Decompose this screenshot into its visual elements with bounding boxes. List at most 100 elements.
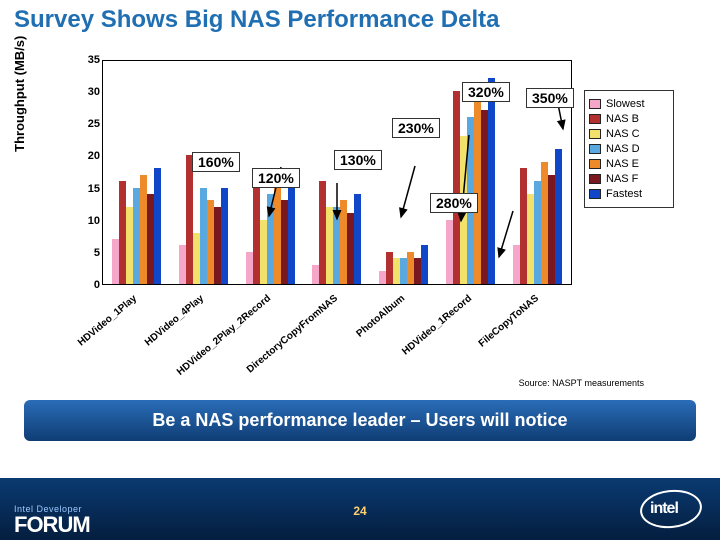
- y-tick: 20: [78, 150, 100, 162]
- callout-label: 130%: [334, 150, 382, 170]
- x-tick-label: HDVideo_1Play: [75, 293, 138, 348]
- x-axis-labels: HDVideo_1PlayHDVideo_4PlayHDVideo_2Play_…: [102, 285, 572, 375]
- legend-swatch-icon: [589, 114, 601, 124]
- bar: [414, 258, 421, 284]
- callout-label: 320%: [462, 82, 510, 102]
- legend-label: NAS D: [606, 143, 640, 155]
- bar-group: [179, 61, 228, 284]
- bar: [400, 258, 407, 284]
- bar: [281, 200, 288, 284]
- y-tick: 30: [78, 86, 100, 98]
- bar: [340, 200, 347, 284]
- bar: [267, 194, 274, 284]
- legend-swatch-icon: [589, 189, 601, 199]
- legend-swatch-icon: [589, 174, 601, 184]
- bar: [119, 181, 126, 284]
- bar: [312, 265, 319, 284]
- y-tick: 35: [78, 54, 100, 66]
- callout-label: 120%: [252, 168, 300, 188]
- callout-label: 230%: [392, 118, 440, 138]
- bar: [527, 194, 534, 284]
- bar: [386, 252, 393, 284]
- intel-logo-icon: intel: [640, 490, 702, 530]
- legend-label: NAS E: [606, 158, 639, 170]
- legend-label: Slowest: [606, 98, 645, 110]
- bar: [379, 271, 386, 284]
- bar: [453, 91, 460, 284]
- x-tick-label: FileCopyToNAS: [477, 293, 541, 350]
- bar: [354, 194, 361, 284]
- page-title: Survey Shows Big NAS Performance Delta: [14, 6, 499, 34]
- slide: Survey Shows Big NAS Performance Delta T…: [0, 0, 720, 540]
- legend-item: Slowest: [589, 98, 669, 110]
- bar: [548, 175, 555, 284]
- footer-brand-big: FORUM: [14, 514, 90, 536]
- y-axis-label: Throughput (MB/s): [12, 36, 27, 152]
- bar: [474, 98, 481, 284]
- legend-swatch-icon: [589, 99, 601, 109]
- legend-item: Fastest: [589, 188, 669, 200]
- legend: Slowest NAS B NAS C NAS D NAS E NAS F Fastest: [584, 90, 674, 208]
- bar: [541, 162, 548, 284]
- legend-item: NAS B: [589, 113, 669, 125]
- y-tick: 0: [78, 279, 100, 291]
- bar: [221, 188, 228, 284]
- bar: [260, 220, 267, 284]
- legend-swatch-icon: [589, 129, 601, 139]
- bar: [488, 78, 495, 284]
- bar: [140, 175, 147, 284]
- x-tick-label: HDVideo_1Record: [401, 293, 475, 357]
- bar: [154, 168, 161, 284]
- bar: [393, 258, 400, 284]
- bar: [407, 252, 414, 284]
- y-tick: 10: [78, 215, 100, 227]
- bar: [520, 168, 527, 284]
- legend-label: Fastest: [606, 188, 642, 200]
- bar: [200, 188, 207, 284]
- legend-label: NAS B: [606, 113, 639, 125]
- bar: [513, 245, 520, 284]
- x-tick-label: HDVideo_4Play: [143, 293, 206, 348]
- callout-label: 160%: [192, 152, 240, 172]
- y-tick: 5: [78, 247, 100, 259]
- legend-swatch-icon: [589, 159, 601, 169]
- bar-group: [112, 61, 161, 284]
- bar: [534, 181, 541, 284]
- bar: [112, 239, 119, 284]
- source-text: Source: NASPT measurements: [519, 378, 644, 388]
- bar: [555, 149, 562, 284]
- bar: [147, 194, 154, 284]
- bar: [126, 207, 133, 284]
- legend-item: NAS E: [589, 158, 669, 170]
- bar: [319, 181, 326, 284]
- y-tick: 25: [78, 118, 100, 130]
- bar-group: [312, 61, 361, 284]
- bar: [186, 155, 193, 284]
- footer-bar: Intel Developer FORUM 24 intel: [0, 478, 720, 540]
- page-number: 24: [353, 504, 366, 518]
- y-axis: 05101520253035: [78, 60, 100, 285]
- x-tick-label: PhotoAlbum: [355, 293, 408, 340]
- bar: [214, 207, 221, 284]
- bar-chart: Throughput (MB/s) 05101520253035 HDVideo…: [40, 60, 680, 360]
- callout-banner: Be a NAS performance leader – Users will…: [24, 400, 696, 441]
- legend-label: NAS F: [606, 173, 638, 185]
- legend-item: NAS C: [589, 128, 669, 140]
- bar: [347, 213, 354, 284]
- y-tick: 15: [78, 183, 100, 195]
- legend-item: NAS F: [589, 173, 669, 185]
- legend-label: NAS C: [606, 128, 640, 140]
- legend-item: NAS D: [589, 143, 669, 155]
- bar: [193, 233, 200, 284]
- bar: [207, 200, 214, 284]
- callout-label: 280%: [430, 193, 478, 213]
- bar: [246, 252, 253, 284]
- bar: [288, 188, 295, 284]
- bar: [274, 188, 281, 284]
- bar: [421, 245, 428, 284]
- bar: [333, 207, 340, 284]
- bar-group: [379, 61, 428, 284]
- callout-label: 350%: [526, 88, 574, 108]
- bar: [446, 220, 453, 284]
- bar: [481, 110, 488, 284]
